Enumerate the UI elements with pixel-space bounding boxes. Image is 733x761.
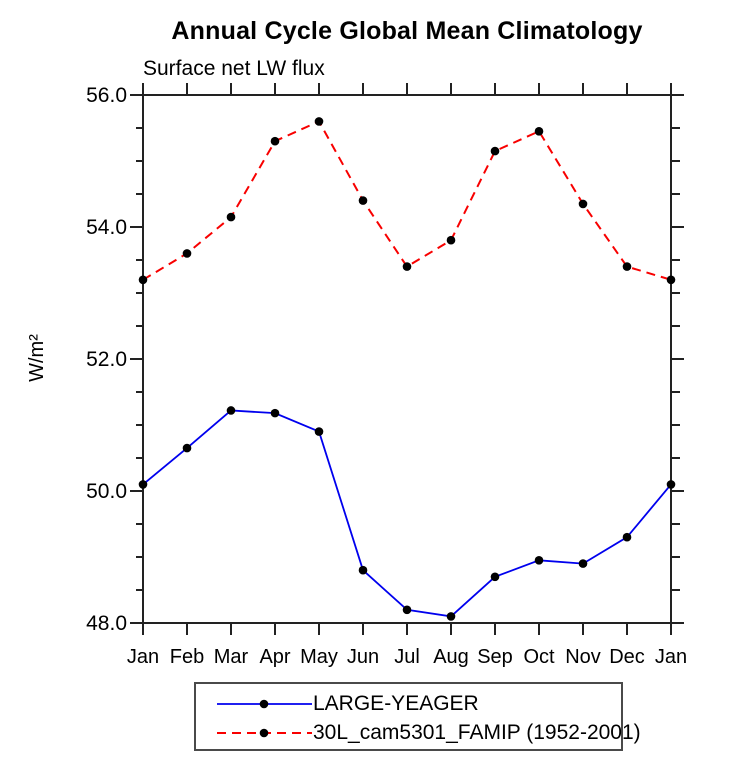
plot-frame bbox=[142, 94, 672, 624]
x-tick-label: Dec bbox=[609, 646, 645, 668]
data-point-marker-large-yeager bbox=[358, 565, 368, 575]
legend-label-large-yeager: LARGE-YEAGER bbox=[313, 692, 479, 715]
legend-box: LARGE-YEAGER 30L_cam5301_FAMIP (1952-200… bbox=[194, 682, 641, 751]
data-point-marker-large-yeager bbox=[138, 480, 148, 489]
data-point-marker-large-yeager bbox=[226, 406, 236, 415]
y-tick-label: 54.0 bbox=[86, 216, 127, 239]
legend-label-famip: 30L_cam5301_FAMIP (1952-2001) bbox=[313, 721, 641, 744]
legend-item-famip: 30L_cam5301_FAMIP (1952-2001) bbox=[216, 718, 641, 747]
data-point-marker-30l-cam5301-famip-1952-2001 bbox=[138, 275, 148, 285]
data-point-marker-large-yeager bbox=[182, 443, 192, 453]
x-tick-label: Apr bbox=[259, 646, 290, 668]
series-line-30l-cam5301-famip-1952-2001 bbox=[142, 120, 672, 281]
data-point-marker-large-yeager bbox=[490, 572, 500, 582]
chart-title: Annual Cycle Global Mean Climatology bbox=[171, 17, 643, 45]
series-line-large-yeager bbox=[142, 409, 672, 618]
data-point-marker-large-yeager bbox=[622, 532, 632, 542]
data-point-marker-30l-cam5301-famip-1952-2001 bbox=[446, 235, 456, 245]
data-point-marker-30l-cam5301-famip-1952-2001 bbox=[182, 249, 192, 258]
data-point-marker-30l-cam5301-famip-1952-2001 bbox=[622, 262, 632, 271]
data-point-marker-30l-cam5301-famip-1952-2001 bbox=[534, 127, 544, 136]
legend-marker-dot bbox=[259, 699, 269, 708]
y-axis-label: W/m² bbox=[26, 334, 48, 382]
y-tick-label: 50.0 bbox=[86, 480, 127, 503]
chart-subtitle: Surface net LW flux bbox=[143, 57, 325, 80]
x-tick-label: Aug bbox=[433, 646, 469, 668]
x-tick-label: Jan bbox=[127, 646, 159, 668]
data-point-marker-30l-cam5301-famip-1952-2001 bbox=[666, 275, 676, 285]
data-point-marker-large-yeager bbox=[446, 612, 456, 621]
legend-item-large-yeager: LARGE-YEAGER bbox=[216, 689, 621, 718]
data-point-marker-30l-cam5301-famip-1952-2001 bbox=[490, 146, 500, 156]
y-tick-label: 56.0 bbox=[86, 84, 127, 107]
data-point-marker-large-yeager bbox=[270, 408, 280, 418]
x-tick-label: Jun bbox=[347, 646, 379, 668]
data-point-marker-large-yeager bbox=[402, 605, 412, 615]
data-point-marker-large-yeager bbox=[666, 480, 676, 489]
x-tick-label: Sep bbox=[477, 646, 513, 668]
data-point-marker-30l-cam5301-famip-1952-2001 bbox=[578, 199, 588, 209]
data-point-marker-30l-cam5301-famip-1952-2001 bbox=[226, 212, 236, 222]
legend-marker-dot bbox=[259, 728, 269, 737]
x-tick-label: Nov bbox=[565, 646, 601, 668]
data-point-marker-large-yeager bbox=[578, 559, 588, 568]
data-point-marker-30l-cam5301-famip-1952-2001 bbox=[358, 196, 368, 205]
x-tick-label: Mar bbox=[214, 646, 249, 668]
data-point-marker-large-yeager bbox=[314, 427, 324, 436]
x-tick-label: May bbox=[300, 646, 338, 668]
legend-line-sample-solid bbox=[217, 699, 312, 708]
x-tick-label: Oct bbox=[523, 646, 555, 668]
y-tick-label: 48.0 bbox=[86, 612, 127, 635]
x-tick-label: Jul bbox=[394, 646, 420, 668]
legend-line-sample-dashed bbox=[217, 728, 312, 737]
y-tick-label: 52.0 bbox=[86, 348, 127, 371]
data-point-marker-large-yeager bbox=[534, 556, 544, 565]
data-point-marker-30l-cam5301-famip-1952-2001 bbox=[402, 262, 412, 271]
x-tick-label: Feb bbox=[170, 646, 204, 668]
data-point-marker-30l-cam5301-famip-1952-2001 bbox=[270, 136, 280, 146]
data-point-marker-30l-cam5301-famip-1952-2001 bbox=[314, 117, 324, 126]
x-tick-label: Jan bbox=[655, 646, 687, 668]
